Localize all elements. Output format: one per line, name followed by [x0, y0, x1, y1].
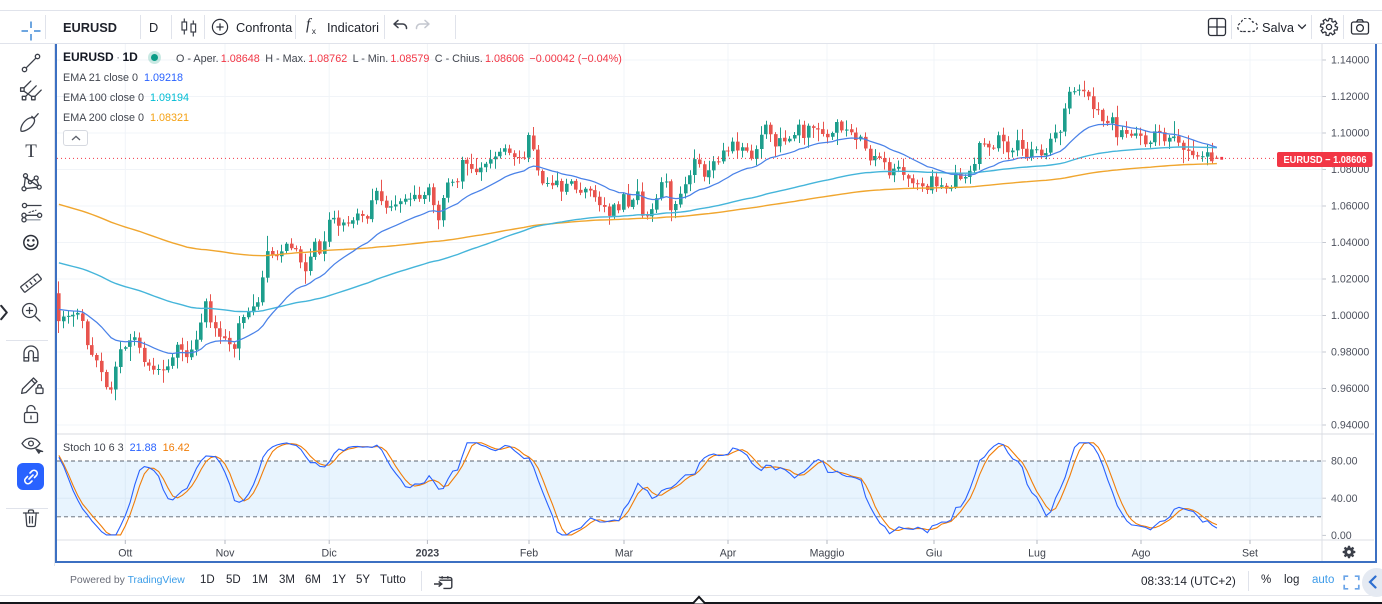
svg-text:1.04000: 1.04000 — [1331, 237, 1369, 249]
svg-text:Feb: Feb — [520, 548, 538, 560]
svg-text:0.94000: 0.94000 — [1331, 420, 1369, 432]
svg-text:EURUSD − 1.08606: EURUSD − 1.08606 — [1284, 155, 1367, 166]
svg-text:Mar: Mar — [615, 548, 634, 560]
svg-text:Maggio: Maggio — [810, 548, 845, 560]
svg-text:Lug: Lug — [1028, 548, 1046, 560]
svg-text:1.12000: 1.12000 — [1331, 91, 1369, 103]
svg-text:1.08000: 1.08000 — [1331, 164, 1369, 176]
svg-text:0.96000: 0.96000 — [1331, 383, 1369, 395]
svg-text:1.10000: 1.10000 — [1331, 128, 1369, 140]
svg-text:1.00000: 1.00000 — [1331, 310, 1369, 322]
svg-text:0.98000: 0.98000 — [1331, 347, 1369, 359]
svg-text:x: x — [312, 26, 317, 36]
svg-text:1.06000: 1.06000 — [1331, 201, 1369, 213]
svg-text:Apr: Apr — [720, 548, 737, 560]
svg-text:Giu: Giu — [926, 548, 943, 560]
svg-text:Ott: Ott — [118, 548, 132, 560]
svg-text:40.00: 40.00 — [1331, 493, 1358, 505]
svg-text:Nov: Nov — [216, 548, 236, 560]
svg-text:1.14000: 1.14000 — [1331, 55, 1369, 67]
svg-text:T: T — [25, 141, 37, 162]
svg-text:2023: 2023 — [416, 548, 440, 560]
svg-text:0.00: 0.00 — [1331, 530, 1352, 542]
svg-text:Set: Set — [1242, 548, 1258, 560]
svg-text:f: f — [306, 16, 313, 33]
svg-text:Ago: Ago — [1132, 548, 1151, 560]
svg-text:1.02000: 1.02000 — [1331, 274, 1369, 286]
svg-text:Dic: Dic — [322, 548, 338, 560]
svg-text:80.00: 80.00 — [1331, 456, 1358, 468]
